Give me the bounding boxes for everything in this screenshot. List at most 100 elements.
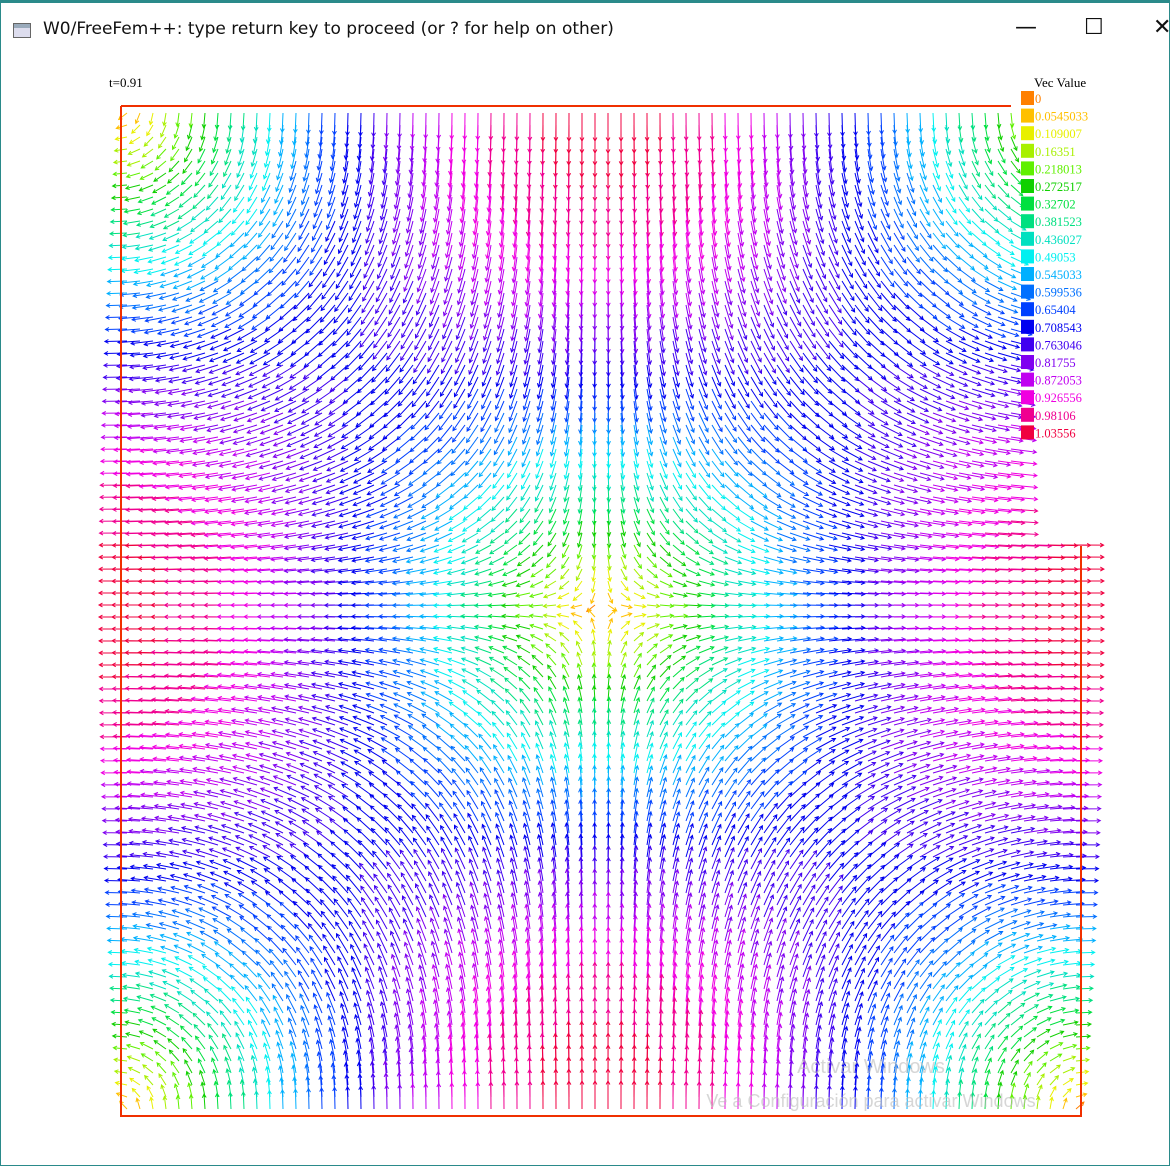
- field-arrow: [289, 173, 296, 192]
- field-arrow: [502, 593, 517, 597]
- field-arrow: [390, 920, 400, 941]
- field-arrow: [207, 778, 231, 785]
- field-arrow: [842, 293, 855, 312]
- field-arrow: [699, 413, 708, 432]
- field-arrow: [221, 813, 244, 821]
- field-arrow: [842, 910, 855, 929]
- field-arrow: [751, 329, 761, 350]
- field-arrow: [592, 630, 596, 642]
- field-arrow: [592, 569, 596, 581]
- field-arrow: [790, 365, 804, 383]
- field-arrow: [868, 149, 873, 170]
- field-arrow: [435, 521, 452, 530]
- field-arrow: [621, 545, 626, 558]
- field-arrow: [326, 485, 348, 494]
- field-arrow: [829, 329, 843, 347]
- field-arrow: [907, 787, 929, 797]
- field-arrow: [998, 197, 1010, 209]
- field-arrow: [959, 449, 983, 456]
- field-arrow: [842, 305, 855, 323]
- field-arrow: [608, 610, 616, 617]
- field-arrow: [588, 609, 595, 617]
- field-arrow: [229, 257, 244, 270]
- field-arrow: [764, 884, 774, 905]
- field-arrow: [699, 647, 714, 654]
- field-arrow: [959, 245, 973, 258]
- field-arrow: [463, 521, 478, 531]
- field-arrow: [483, 353, 492, 375]
- field-arrow: [164, 221, 179, 229]
- field-arrow: [907, 718, 931, 725]
- field-arrow: [686, 657, 699, 665]
- field-arrow: [188, 257, 205, 266]
- field-arrow: [673, 625, 687, 629]
- field-arrow: [260, 437, 283, 446]
- field-arrow: [673, 801, 680, 821]
- field-arrow: [725, 389, 735, 408]
- field-arrow: [401, 329, 413, 349]
- field-arrow: [182, 173, 192, 185]
- field-arrow: [725, 691, 740, 701]
- field-arrow: [491, 690, 504, 701]
- field-arrow: [221, 401, 244, 409]
- field-arrow: [287, 197, 296, 216]
- field-arrow: [868, 473, 890, 482]
- field-arrow: [985, 233, 1000, 244]
- field-arrow: [686, 604, 701, 608]
- field-arrow: [660, 624, 673, 629]
- field-arrow: [972, 269, 989, 280]
- field-arrow: [751, 692, 768, 701]
- field-arrow: [169, 161, 179, 172]
- field-arrow: [504, 557, 517, 565]
- field-arrow: [738, 848, 748, 869]
- field-arrow: [286, 473, 309, 481]
- field-arrow: [855, 473, 876, 482]
- field-arrow: [764, 341, 775, 361]
- field-arrow: [489, 647, 504, 654]
- field-arrow: [483, 847, 491, 869]
- field-arrow: [959, 790, 983, 797]
- field-arrow: [314, 461, 336, 471]
- field-arrow: [868, 221, 877, 241]
- field-arrow: [816, 341, 830, 359]
- field-arrow: [402, 885, 413, 906]
- field-arrow: [842, 221, 851, 242]
- field-arrow: [477, 679, 492, 689]
- field-arrow: [326, 209, 335, 229]
- field-arrow: [313, 485, 335, 493]
- field-arrow: [343, 149, 348, 171]
- field-arrow: [829, 909, 841, 929]
- field-arrow: [502, 625, 517, 629]
- field-arrow: [803, 281, 813, 302]
- field-arrow: [441, 365, 452, 385]
- field-arrow: [764, 305, 774, 327]
- field-arrow: [168, 173, 179, 183]
- field-arrow: [855, 728, 877, 737]
- field-arrow: [959, 801, 982, 809]
- field-arrow: [959, 269, 975, 281]
- field-arrow: [177, 233, 193, 242]
- field-arrow: [563, 545, 570, 558]
- field-arrow: [686, 801, 694, 821]
- field-arrow: [608, 641, 612, 653]
- field-arrow: [751, 860, 761, 881]
- field-arrow: [220, 437, 244, 444]
- field-arrow: [286, 718, 309, 725]
- field-arrow: [959, 389, 981, 397]
- field-arrow: [300, 752, 322, 761]
- field-arrow: [933, 754, 957, 761]
- field-arrow: [403, 293, 413, 314]
- field-arrow: [829, 257, 839, 278]
- field-arrow: [137, 221, 153, 226]
- field-arrow: [505, 678, 517, 689]
- field-arrow: [855, 293, 868, 311]
- field-arrow: [259, 497, 283, 503]
- field-arrow: [686, 509, 697, 522]
- field-arrow: [699, 801, 708, 821]
- field-arrow: [907, 473, 930, 481]
- field-arrow: [326, 221, 335, 241]
- field-arrow: [816, 920, 827, 941]
- field-arrow: [562, 653, 569, 665]
- field-arrow: [203, 245, 218, 256]
- field-arrow: [660, 557, 671, 566]
